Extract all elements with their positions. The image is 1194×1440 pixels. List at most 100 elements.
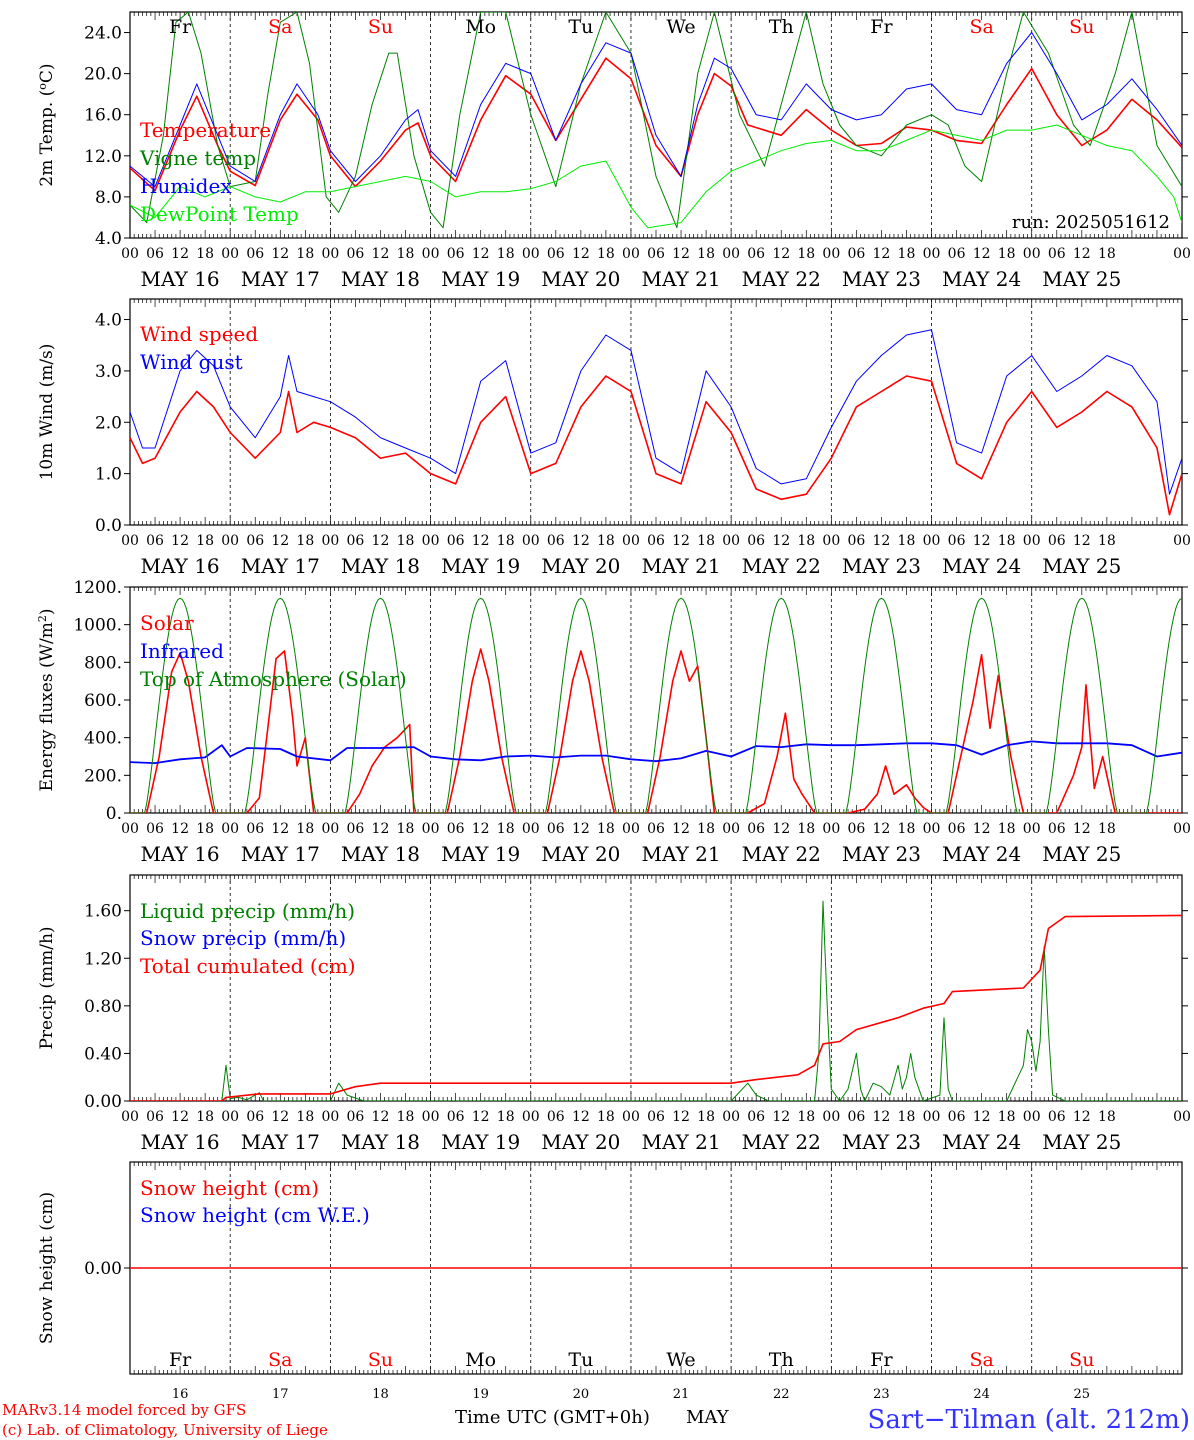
- hour-tick-label: 12: [472, 1109, 490, 1125]
- series-group: [130, 329, 1182, 516]
- hour-tick-label: 00: [822, 821, 840, 837]
- month-label: MAY: [686, 1407, 730, 1428]
- hour-tick-label: 18: [697, 533, 715, 549]
- hour-tick-label: 06: [647, 821, 665, 837]
- hour-tick-label: 00: [221, 533, 239, 549]
- hour-tick-label: 18: [296, 246, 314, 262]
- hour-tick-label: 06: [347, 246, 365, 262]
- hour-tick-label: 06: [847, 533, 865, 549]
- panel-snow: 0.00 Snow height (cm) Snow height (cm) Snow…: [37, 1161, 1188, 1402]
- hour-tick-label: 12: [973, 533, 991, 549]
- hour-tick-label: 06: [1048, 821, 1066, 837]
- hour-tick-label: 00: [121, 1109, 139, 1125]
- copyright-credit: (c) Lab. of Climatology, University of L…: [2, 1421, 328, 1439]
- hour-tick-label: 12: [672, 246, 690, 262]
- day-name-label: Tu: [568, 1349, 593, 1371]
- date-label: MAY 21: [641, 1130, 720, 1154]
- hour-tick-label: 06: [847, 821, 865, 837]
- legend-entry: Snow height (cm): [140, 1176, 319, 1200]
- hour-tick-label: 18: [597, 821, 615, 837]
- hour-tick-label: 06: [146, 246, 164, 262]
- hour-tick-label: 00: [522, 533, 540, 549]
- panel-wind: 0.0 1.0 2.0 3.0 4.0 10m Wind (m/s) Wind speed W…: [37, 298, 1191, 578]
- plot-frame: [129, 298, 1183, 526]
- hour-tick-label: 00: [923, 821, 941, 837]
- hour-tick-label: 18: [797, 533, 815, 549]
- hour-tick-label: 18: [397, 246, 415, 262]
- hour-tick-label: 00: [221, 821, 239, 837]
- hour-tick-label: 12: [572, 1109, 590, 1125]
- date-label: MAY 17: [241, 1130, 320, 1154]
- date-label: MAY 23: [842, 267, 921, 291]
- hour-tick-label: 00: [622, 821, 640, 837]
- date-label: MAY 24: [942, 842, 1021, 866]
- hour-tick-label: 06: [547, 246, 565, 262]
- hour-tick-label: 12: [372, 821, 390, 837]
- hour-tick-label: 00: [822, 246, 840, 262]
- hour-tick-label: 12: [572, 246, 590, 262]
- legend-entry: Infrared: [140, 639, 224, 663]
- hour-tick-label: 00: [1173, 533, 1191, 549]
- date-label: MAY 24: [942, 554, 1021, 578]
- hour-tick-label: 06: [747, 821, 765, 837]
- hour-tick-label: 18: [998, 821, 1016, 837]
- hour-tick-label: 06: [347, 1109, 365, 1125]
- hour-tick-label: 00: [422, 246, 440, 262]
- hour-tick-label: 06: [1048, 533, 1066, 549]
- legend-entry: Wind gust: [140, 350, 243, 374]
- panel-temperature: 4.0 8.0 12.0 16.0 20.0 24.0 2m Temp. (oC) Tempe…: [36, 11, 1191, 291]
- y-tick-label: 0.: [106, 804, 122, 824]
- legend-entry: Liquid precip (mm/h): [140, 899, 355, 923]
- date-label: MAY 17: [241, 267, 320, 291]
- date-label: MAY 22: [742, 842, 821, 866]
- hour-tick-label: 00: [321, 533, 339, 549]
- day-name-label: We: [666, 16, 695, 38]
- day-name-label: Fr: [870, 16, 893, 38]
- hour-tick-label: 12: [672, 821, 690, 837]
- date-label: MAY 22: [742, 554, 821, 578]
- day-name-label: Sa: [969, 16, 993, 38]
- date-label: MAY 24: [942, 267, 1021, 291]
- y-tick-label: 16.0: [84, 106, 122, 126]
- series-line: [130, 57, 1182, 192]
- y-axis-label: Precip (mm/h): [37, 926, 57, 1049]
- hour-tick-label: 06: [948, 246, 966, 262]
- day-number-label: 24: [973, 1387, 990, 1402]
- hour-tick-label: 06: [747, 1109, 765, 1125]
- hour-tick-label: 06: [747, 246, 765, 262]
- hour-tick-label: 00: [1173, 246, 1191, 262]
- hour-tick-label: 06: [347, 533, 365, 549]
- series-line: [130, 648, 1182, 813]
- date-label: MAY 18: [341, 267, 420, 291]
- hour-tick-label: 12: [973, 246, 991, 262]
- hour-tick-label: 06: [146, 1109, 164, 1125]
- legend-entry: Wind speed: [140, 322, 258, 346]
- hour-tick-label: 12: [873, 533, 891, 549]
- day-name-label: Mo: [465, 1349, 496, 1371]
- hour-tick-label: 12: [672, 1109, 690, 1125]
- day-name-label: Sa: [268, 1349, 292, 1371]
- hour-tick-label: 00: [622, 246, 640, 262]
- hour-tick-label: 12: [1073, 1109, 1091, 1125]
- hour-tick-label: 18: [998, 246, 1016, 262]
- hour-tick-label: 06: [547, 533, 565, 549]
- hour-tick-label: 06: [547, 1109, 565, 1125]
- y-axis-label: Energy fluxes (W/m2): [36, 608, 58, 791]
- day-number-label: 21: [673, 1387, 690, 1402]
- date-label: MAY 23: [842, 1130, 921, 1154]
- day-name-label: Mo: [465, 16, 496, 38]
- hour-tick-label: 18: [898, 533, 916, 549]
- day-name-label: Th: [769, 1349, 794, 1371]
- date-label: MAY 20: [541, 1130, 620, 1154]
- hour-tick-label: 12: [572, 821, 590, 837]
- hour-tick-label: 06: [447, 821, 465, 837]
- hour-tick-label: 12: [672, 533, 690, 549]
- hour-tick-label: 00: [422, 533, 440, 549]
- date-label: MAY 21: [641, 267, 720, 291]
- date-label: MAY 19: [441, 267, 520, 291]
- hour-tick-label: 06: [647, 1109, 665, 1125]
- hour-tick-label: 18: [697, 246, 715, 262]
- hour-tick-label: 00: [321, 246, 339, 262]
- hour-tick-label: 00: [221, 1109, 239, 1125]
- hour-tick-label: 06: [146, 821, 164, 837]
